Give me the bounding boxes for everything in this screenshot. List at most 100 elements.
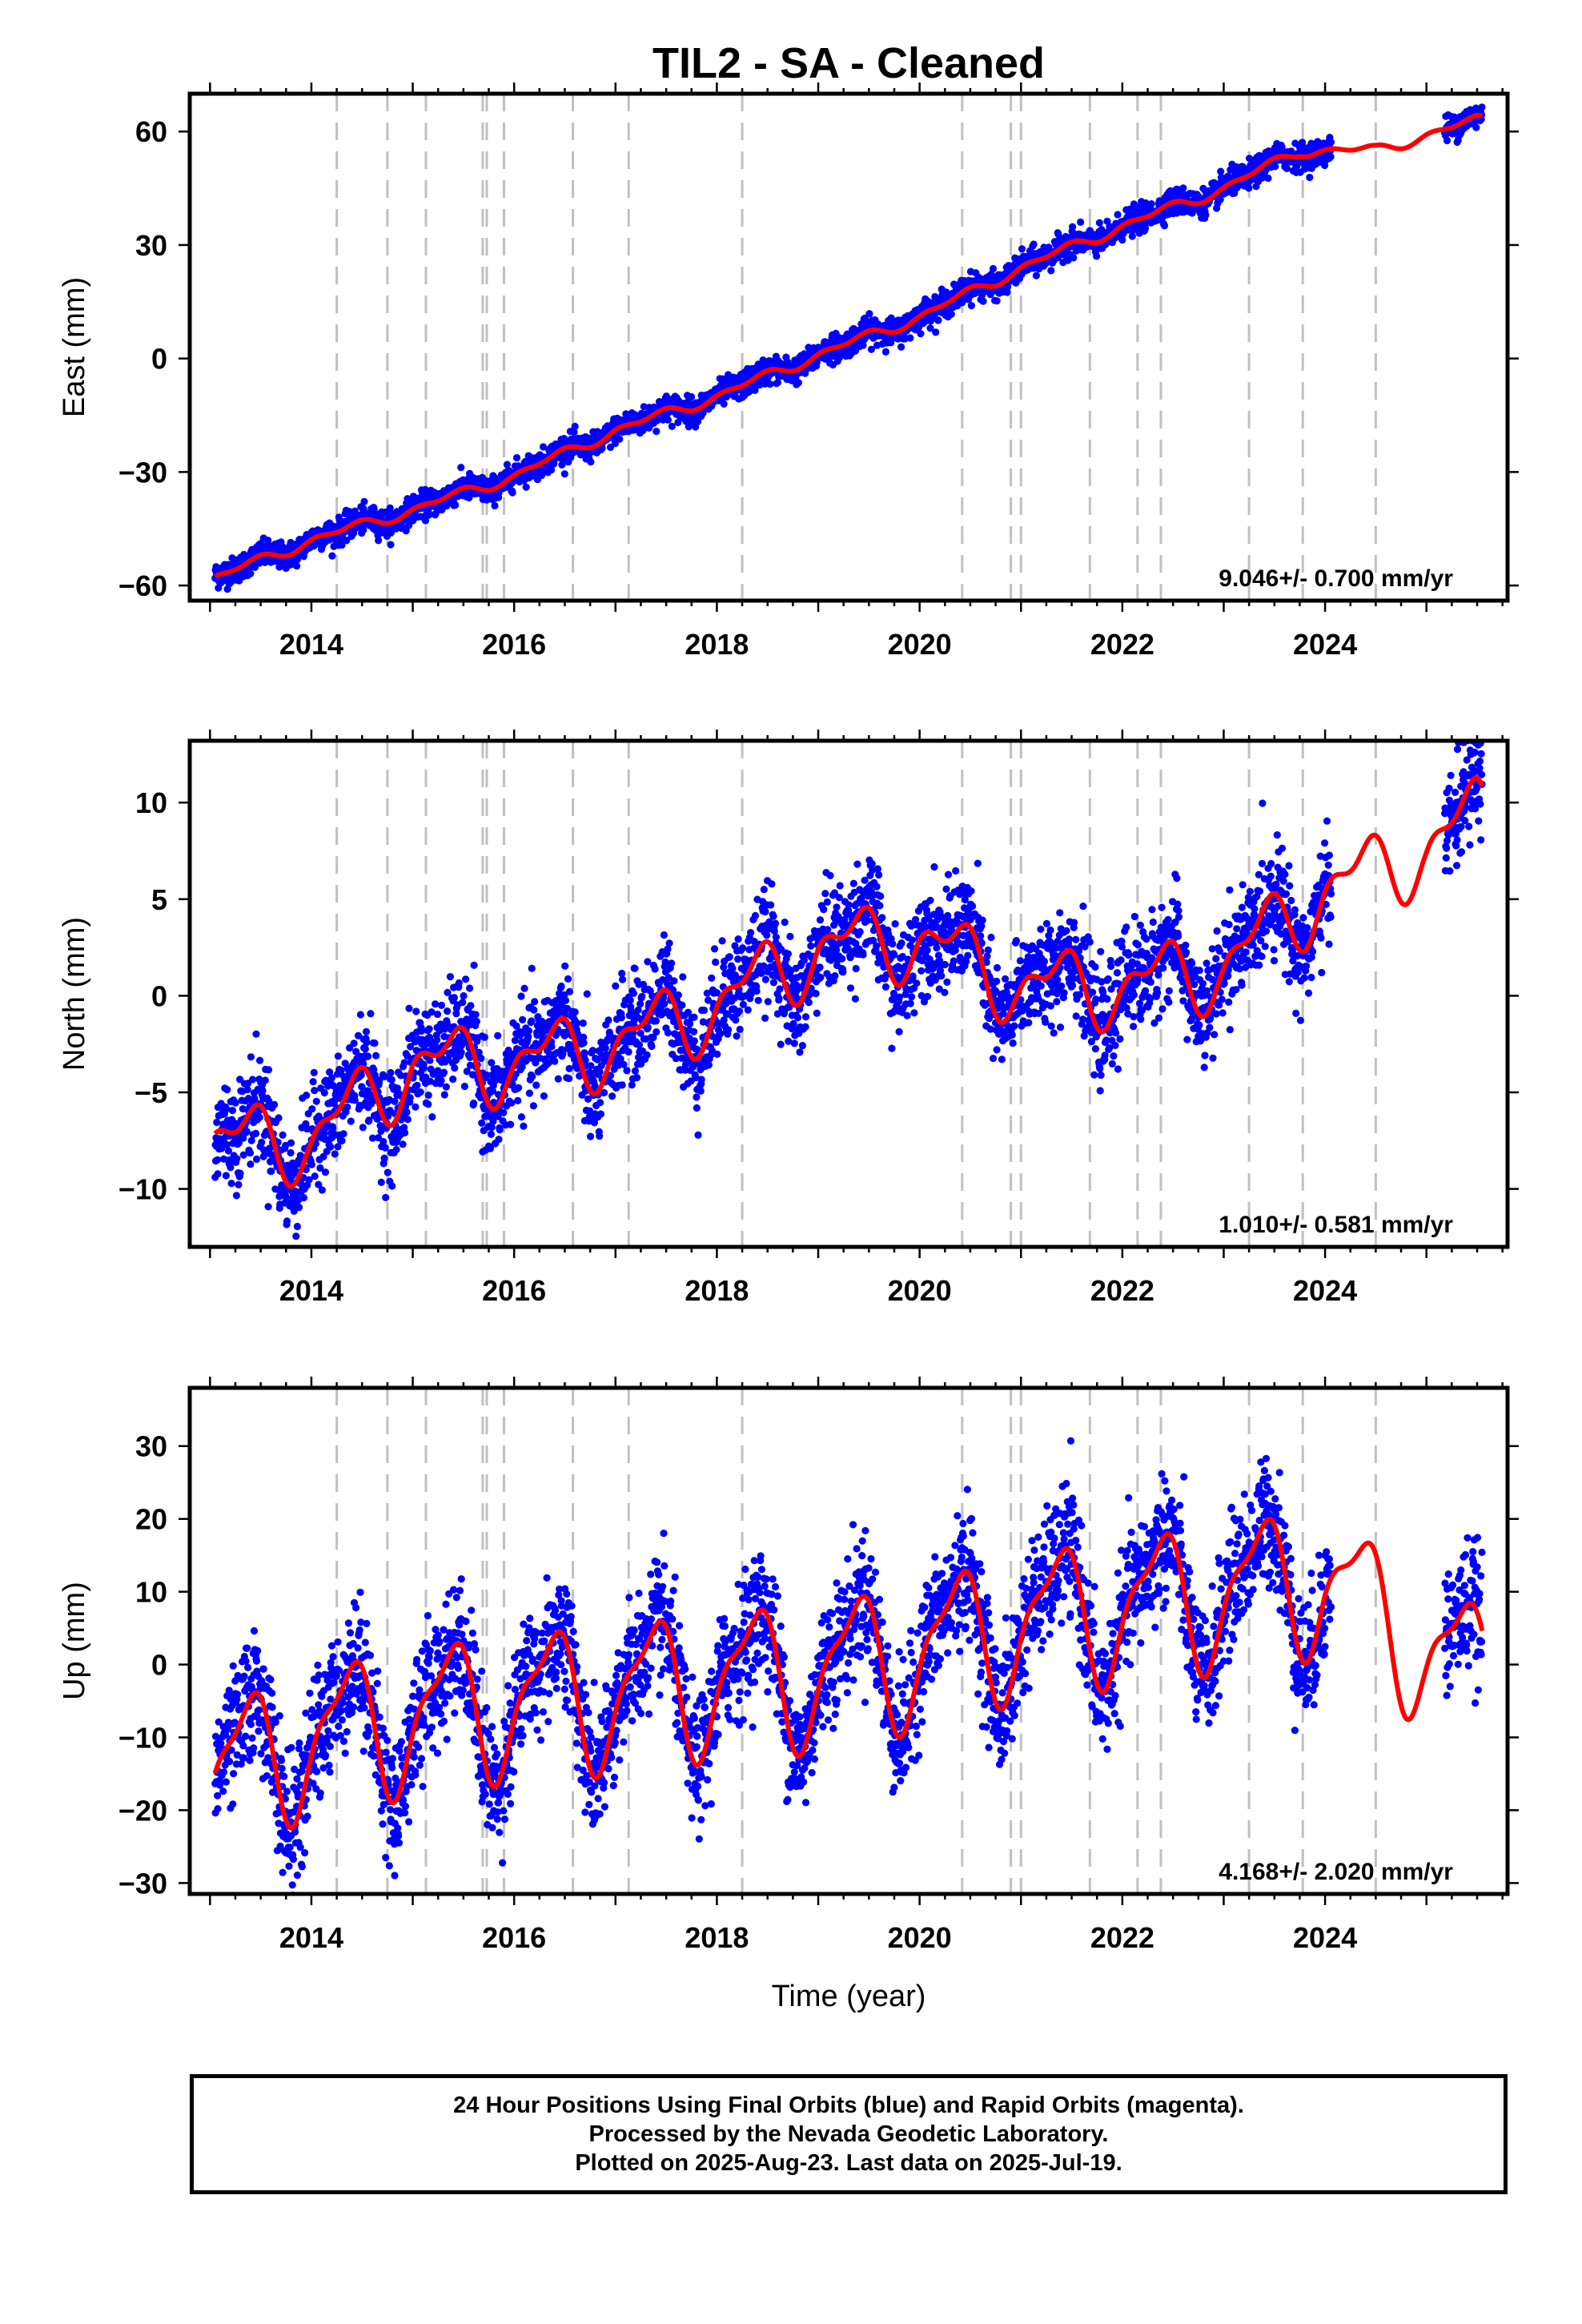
data-point (548, 466, 556, 474)
data-point (413, 1081, 421, 1089)
data-point (299, 1194, 307, 1202)
data-point (467, 1002, 475, 1010)
data-point (412, 1103, 420, 1111)
y-tick-label: −60 (118, 569, 167, 602)
data-point (616, 435, 624, 443)
data-point (483, 496, 491, 504)
data-point (617, 1014, 625, 1022)
data-point (934, 316, 942, 324)
data-point (212, 563, 220, 571)
data-point (1327, 139, 1335, 147)
data-point (661, 999, 669, 1008)
data-point (383, 1168, 391, 1176)
data-point (500, 1108, 508, 1116)
data-point (496, 1126, 504, 1134)
data-point (350, 1039, 358, 1047)
data-point (623, 1067, 631, 1075)
data-point (338, 1136, 346, 1145)
data-point (508, 1099, 516, 1107)
data-point (425, 511, 433, 519)
data-point (267, 1167, 275, 1176)
data-point (287, 1148, 295, 1157)
data-point (608, 1092, 616, 1100)
data-point (460, 991, 468, 1000)
data-point (312, 1097, 320, 1105)
data-point (292, 1232, 300, 1240)
data-point (252, 1155, 261, 1164)
data-point (331, 1150, 339, 1158)
data-point (566, 987, 574, 995)
data-point (399, 1140, 407, 1148)
data-point (451, 1064, 459, 1072)
data-point (1271, 163, 1279, 171)
data-point (356, 1011, 364, 1019)
data-point (640, 403, 648, 411)
data-point (247, 1053, 255, 1061)
x-tick-label: 2022 (1090, 628, 1154, 661)
data-point (1030, 240, 1038, 248)
data-point (412, 1007, 420, 1015)
data-point (437, 1076, 445, 1084)
data-point (652, 1028, 661, 1036)
data-point (583, 990, 591, 998)
data-point (773, 379, 782, 387)
data-point (444, 1007, 452, 1015)
data-point (432, 1000, 440, 1008)
data-point (532, 1081, 540, 1089)
figure-title: TIL2 - SA - Cleaned (652, 39, 1045, 87)
y-tick-label: 30 (135, 229, 167, 262)
data-point (457, 1048, 465, 1056)
data-point (517, 1113, 526, 1121)
data-point (794, 379, 803, 387)
data-point (460, 1082, 469, 1091)
data-point (406, 1094, 414, 1102)
data-point (1128, 232, 1136, 240)
data-point (626, 996, 634, 1004)
data-point (624, 1047, 632, 1056)
velocity-annotation: 9.046+/- 0.700 mm/yr (1219, 565, 1453, 592)
data-point (223, 1086, 231, 1094)
data-point (522, 483, 530, 491)
data-point (632, 1074, 641, 1082)
data-point (540, 1092, 548, 1100)
data-point (433, 1011, 442, 1019)
x-tick-label: 2020 (888, 628, 952, 661)
data-point (487, 1130, 496, 1138)
data-point (455, 979, 463, 987)
data-point (261, 1076, 269, 1084)
data-point (554, 1075, 562, 1083)
data-point (525, 1089, 534, 1097)
data-point (404, 1116, 412, 1124)
data-point (520, 1122, 528, 1130)
data-point (881, 348, 889, 356)
data-point (227, 1180, 235, 1188)
data-point (495, 1136, 503, 1144)
data-point (256, 1056, 264, 1064)
data-point (252, 1030, 260, 1038)
data-point (357, 1071, 365, 1079)
data-point (494, 1031, 502, 1039)
data-point (1114, 211, 1122, 219)
data-point (457, 464, 465, 472)
data-point (343, 537, 351, 545)
data-point (470, 1100, 478, 1108)
data-point (596, 1068, 604, 1076)
data-point (213, 1118, 221, 1127)
data-point (392, 1145, 400, 1154)
data-point (1077, 218, 1085, 226)
data-point (339, 1130, 347, 1138)
data-point (668, 422, 677, 431)
data-point (450, 994, 459, 1002)
data-point (1069, 223, 1077, 231)
data-point (766, 380, 774, 388)
data-point (1047, 267, 1055, 275)
data-point (231, 1099, 239, 1107)
data-point (651, 965, 659, 973)
data-point (1160, 222, 1169, 230)
data-point (252, 1129, 260, 1137)
data-point (652, 1017, 661, 1025)
data-point (388, 1182, 396, 1190)
data-point (472, 1017, 481, 1026)
data-point (258, 1138, 266, 1147)
